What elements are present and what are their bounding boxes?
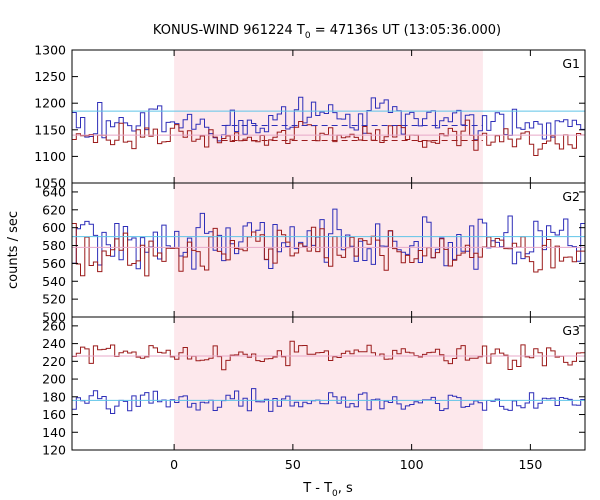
- y-tick-label: 1150: [34, 122, 66, 137]
- y-tick-label: 1050: [34, 176, 66, 191]
- series-red-g2: [72, 223, 585, 277]
- x-tick-label: 100: [400, 457, 424, 472]
- series-red-g1: [72, 119, 585, 156]
- y-tick-label: 240: [42, 336, 66, 351]
- x-tick-label: 50: [285, 457, 301, 472]
- y-tick-label: 160: [42, 407, 66, 422]
- plot-area: 105011001150120012501300G150052054056058…: [34, 43, 586, 472]
- y-tick-label: 260: [42, 318, 66, 333]
- y-tick-label: 200: [42, 372, 66, 387]
- series-blue-g1: [72, 96, 585, 142]
- burst-interval-shade: [174, 317, 483, 450]
- y-tick-label: 540: [42, 274, 66, 289]
- y-tick-label: 140: [42, 425, 66, 440]
- x-tick-label: 0: [170, 457, 178, 472]
- y-tick-label: 1300: [34, 43, 66, 58]
- y-tick-label: 1100: [34, 149, 66, 164]
- y-tick-label: 120: [42, 443, 66, 458]
- panel-g2: 500 520 540 560 580 600 620 640 G2: [42, 182, 586, 325]
- y-tick-label: 500: [42, 310, 66, 325]
- y-tick-label: 220: [42, 354, 66, 369]
- panel-series-group: [72, 340, 585, 414]
- chart-title: KONUS-WIND 961224 T0 = 47136s UT (13:05:…: [153, 23, 501, 41]
- x-tick-label: 150: [518, 457, 542, 472]
- y-tick-label: 560: [42, 256, 66, 271]
- panel-g1: 1050 1100 1150 1200 1250 1300 G1: [34, 43, 586, 191]
- panel-series-group: [72, 208, 585, 277]
- y-tick-label: 640: [42, 184, 66, 199]
- y-tick-label: 580: [42, 238, 66, 253]
- y-tick-label: 180: [42, 389, 66, 404]
- panel-label: G3: [562, 323, 580, 338]
- panel-frame: [71, 316, 586, 451]
- burst-interval-shade: [174, 50, 483, 183]
- y-tick-label: 520: [42, 292, 66, 307]
- series-blue-g3: [72, 388, 585, 414]
- y-tick-label: 600: [42, 220, 66, 235]
- x-axis-label: T - T0, s: [302, 481, 353, 499]
- y-tick-label: 1250: [34, 69, 66, 84]
- series-red-g3: [72, 340, 585, 371]
- panel-label: G2: [562, 189, 580, 204]
- panel-label: G1: [562, 56, 580, 71]
- y-tick-label: 1200: [34, 96, 66, 111]
- y-tick-label: 620: [42, 202, 66, 217]
- y-axis-label: counts / sec: [6, 211, 21, 289]
- panel-series-group: [72, 96, 585, 156]
- panel-g3: 120 140 160 180 200 220 240 260 G3: [42, 316, 586, 458]
